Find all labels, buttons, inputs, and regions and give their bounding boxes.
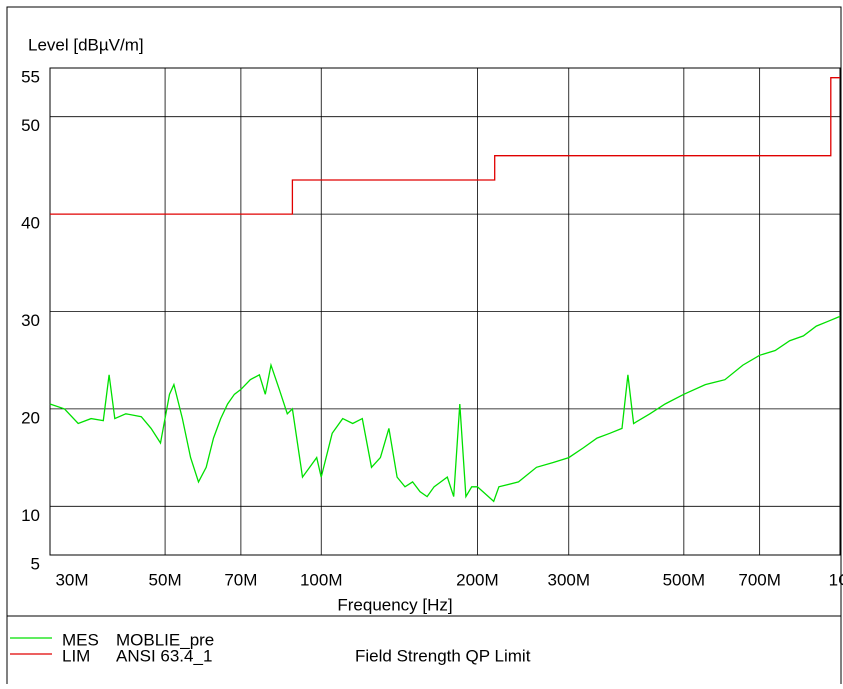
- x-tick-label: 300M: [547, 570, 590, 589]
- series-line: [49, 315, 841, 503]
- x-tick-label: 1G: [829, 570, 843, 589]
- frame: [6, 6, 842, 689]
- x-axis-label: Frequency [Hz]: [337, 595, 452, 614]
- y-tick-label: 5: [31, 554, 40, 573]
- x-tick-label: 500M: [663, 570, 706, 589]
- legend-name: LIM: [62, 646, 90, 665]
- x-tick-label: 70M: [224, 570, 257, 589]
- y-tick-label: 50: [21, 116, 40, 135]
- legend-description: MOBLIE_pre: [116, 630, 214, 649]
- y-tick-label: 20: [21, 408, 40, 427]
- y-tick-label: 10: [21, 506, 40, 525]
- x-tick-label: 50M: [149, 570, 182, 589]
- y-tick-label: 30: [21, 311, 40, 330]
- y-tick-label: 55: [21, 67, 40, 86]
- y-axis-label: Level [dBµV/m]: [28, 35, 144, 54]
- legend-description: ANSI 63.4_1: [116, 646, 212, 665]
- y-tick-label: 40: [21, 214, 40, 233]
- x-tick-label: 100M: [300, 570, 343, 589]
- legend-name: MES: [62, 630, 99, 649]
- x-tick-label: 700M: [738, 570, 781, 589]
- x-tick-label: 200M: [456, 570, 499, 589]
- series-line: [50, 77, 840, 215]
- legend-note: Field Strength QP Limit: [355, 646, 531, 665]
- x-tick-label: 30M: [55, 570, 88, 589]
